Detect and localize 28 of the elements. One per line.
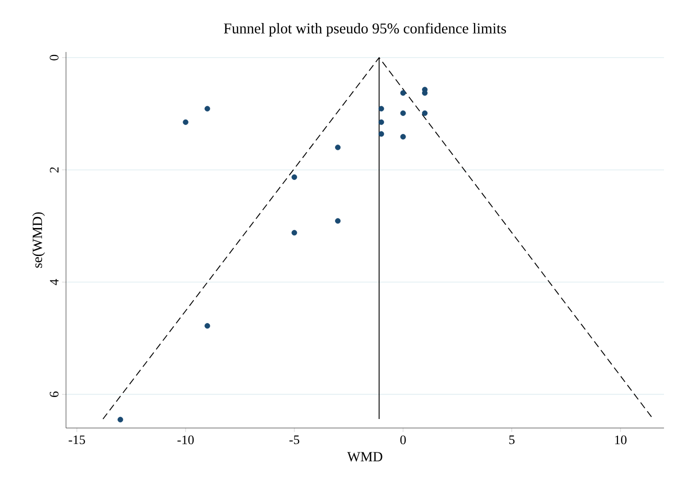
point <box>335 144 341 150</box>
point <box>118 416 124 422</box>
x-tick-label: -10 <box>177 436 194 444</box>
x-tick-label: -15 <box>68 436 85 444</box>
point <box>400 110 406 116</box>
y-tick-label: 6 <box>50 391 58 398</box>
y-axis-title: se(WMD) <box>32 212 45 268</box>
point <box>378 119 384 125</box>
chart-title: Funnel plot with pseudo 95% confidence limits <box>224 22 506 37</box>
x-tick-label: 0 <box>400 436 406 444</box>
point <box>378 106 384 112</box>
x-tick-label: -5 <box>289 436 300 444</box>
point <box>292 174 298 180</box>
x-tick-label: 5 <box>509 436 515 444</box>
x-axis-title: WMD <box>347 452 382 462</box>
point <box>400 90 406 96</box>
y-tick-label: 4 <box>50 279 58 286</box>
point <box>204 323 210 329</box>
y-tick-label: 2 <box>50 167 58 173</box>
point <box>182 119 188 125</box>
x-tick-label: 10 <box>615 436 627 444</box>
point <box>335 218 341 224</box>
y-tick-label: 0 <box>50 54 58 60</box>
point <box>378 131 384 137</box>
point <box>400 134 406 140</box>
point <box>204 106 210 112</box>
point <box>422 110 428 116</box>
point <box>292 230 298 236</box>
